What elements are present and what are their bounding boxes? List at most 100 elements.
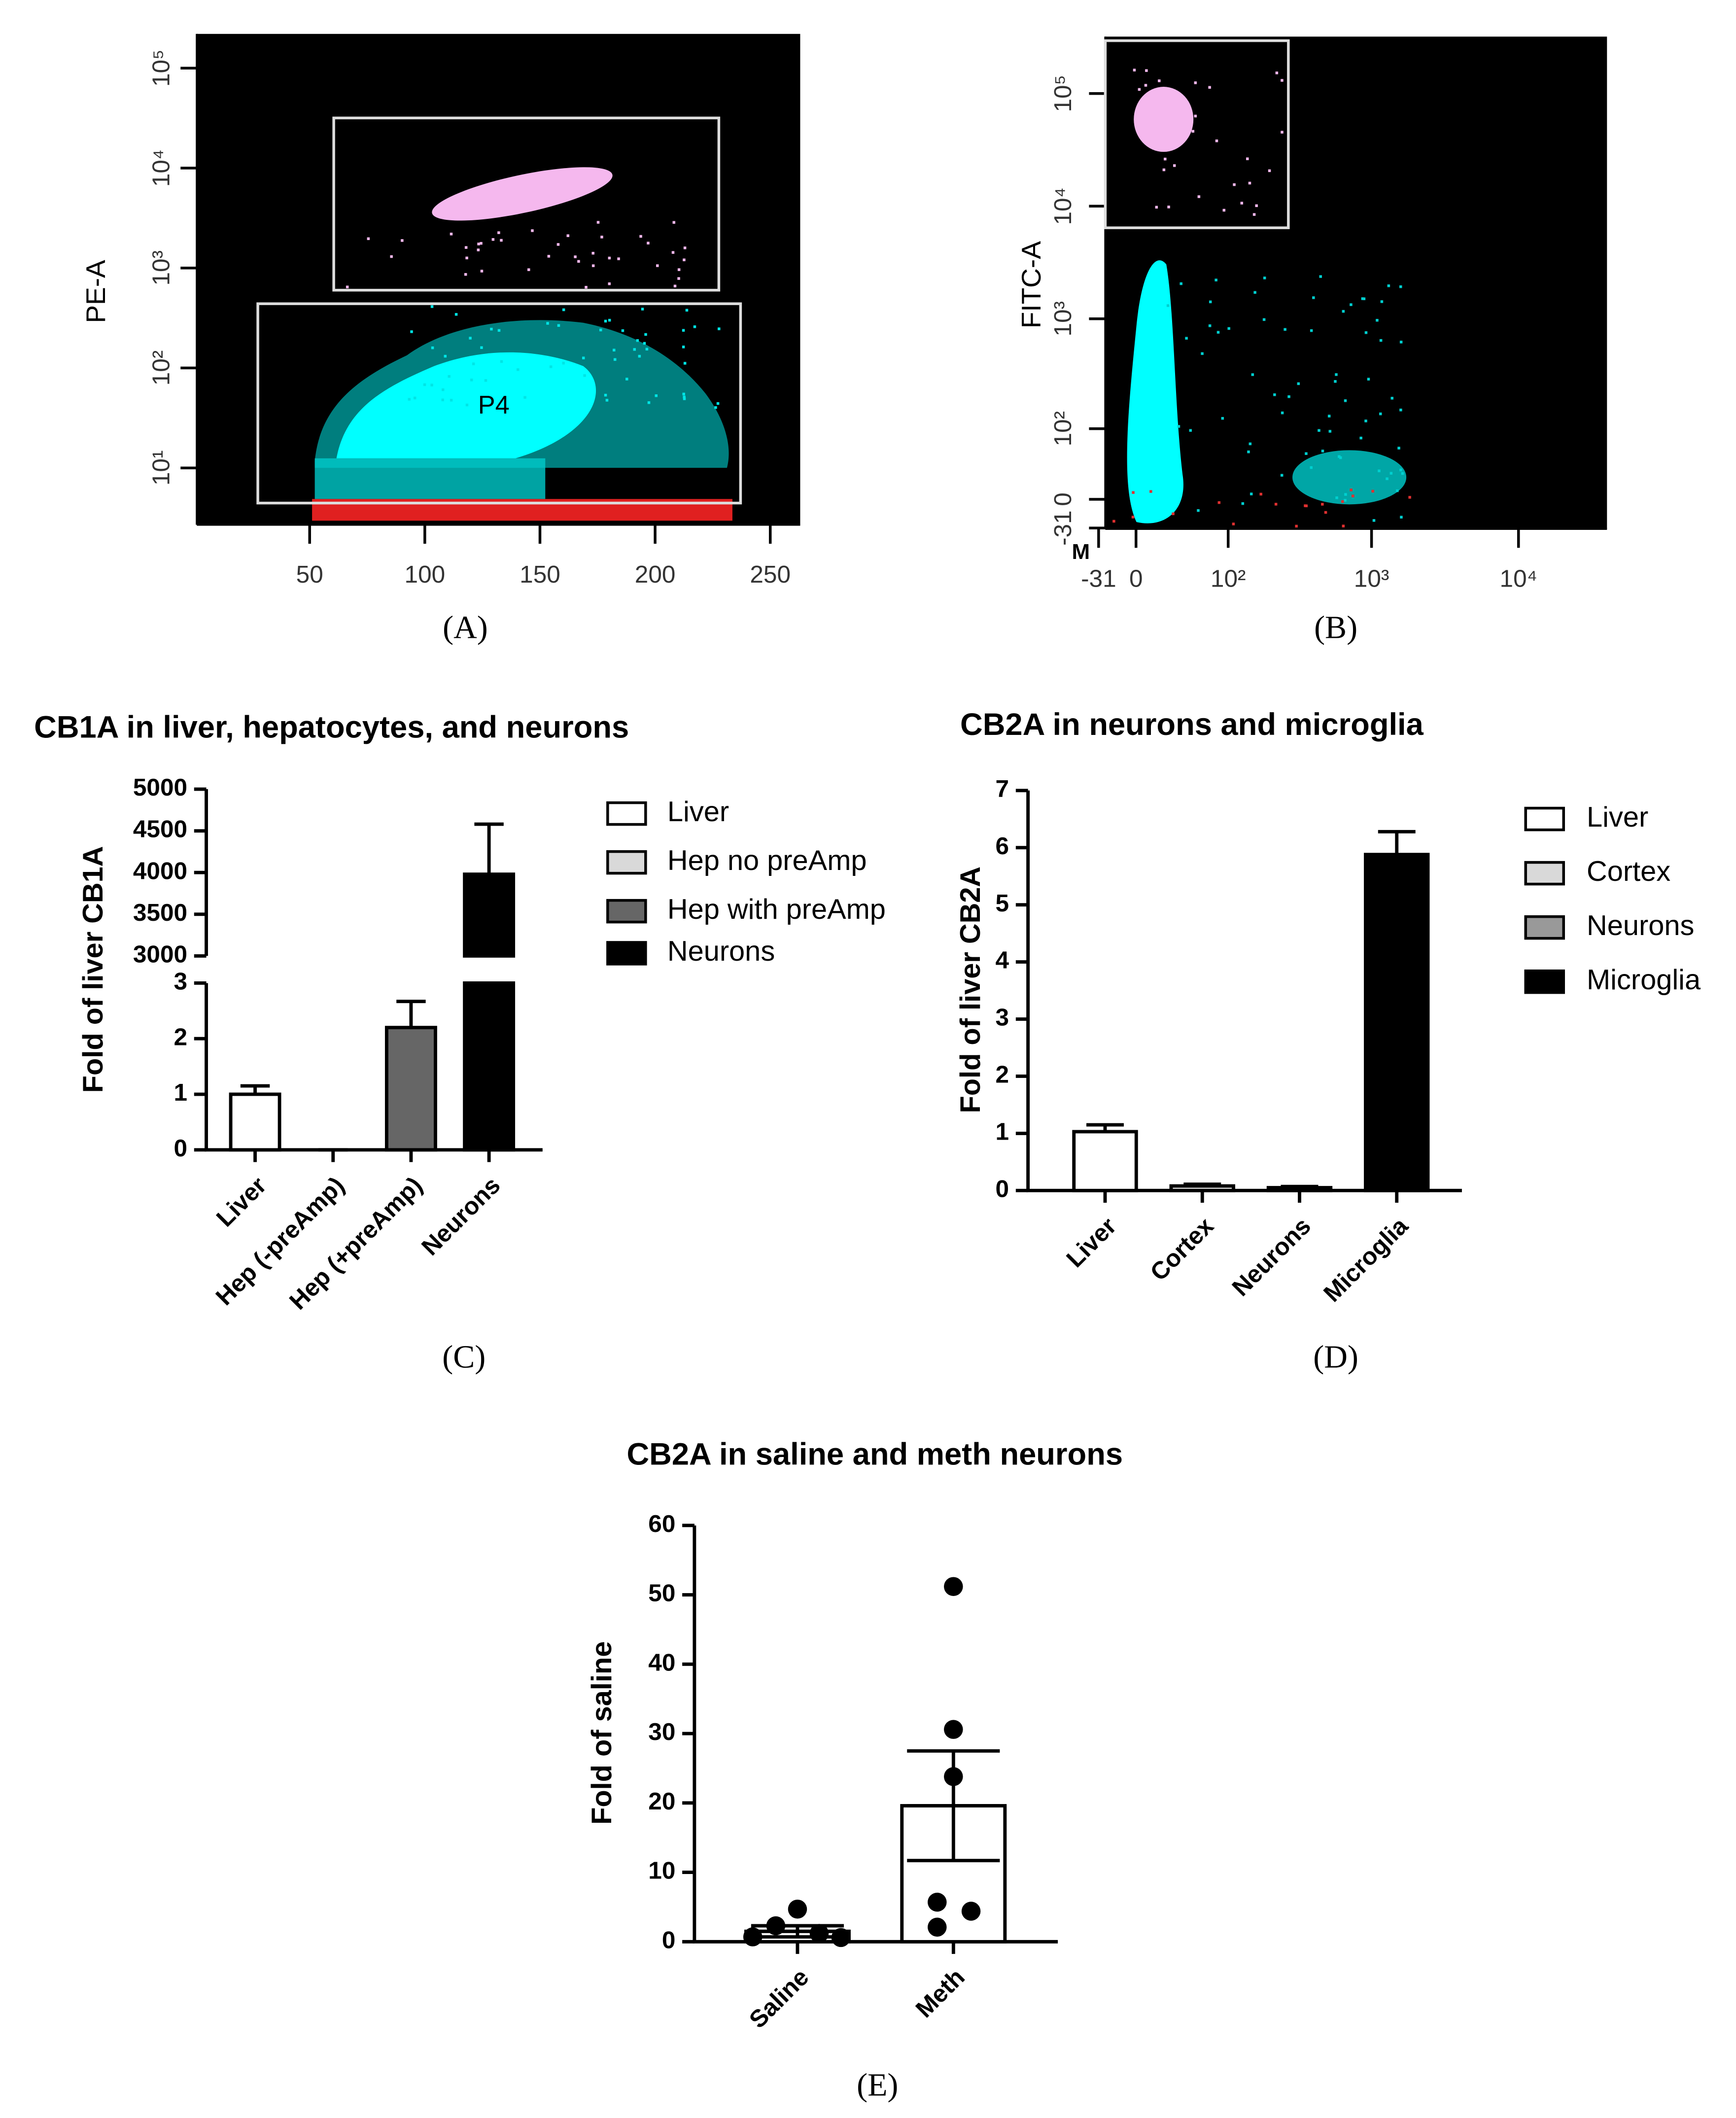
event-dot bbox=[1133, 69, 1136, 71]
panel-label: (D) bbox=[1313, 1339, 1358, 1375]
event-dot bbox=[1252, 213, 1256, 216]
event-dot bbox=[401, 239, 404, 242]
legend-swatch bbox=[1524, 861, 1565, 886]
event-dot bbox=[450, 399, 453, 402]
event-dot bbox=[1138, 88, 1141, 91]
event-dot bbox=[1164, 157, 1167, 161]
event-dot bbox=[1327, 415, 1331, 417]
event-dot bbox=[390, 255, 393, 258]
event-dot bbox=[682, 346, 685, 348]
event-dot bbox=[1335, 496, 1338, 499]
event-dot bbox=[480, 346, 483, 349]
event-dot bbox=[431, 346, 434, 349]
event-dot bbox=[1112, 520, 1115, 523]
event-dot bbox=[1251, 373, 1254, 376]
event-dot bbox=[1339, 456, 1342, 459]
event-dot bbox=[1344, 399, 1347, 402]
event-dot bbox=[613, 358, 617, 361]
x-tick-label: 0 bbox=[1129, 565, 1143, 592]
event-dot bbox=[1149, 490, 1152, 493]
event-dot bbox=[465, 403, 469, 407]
x-tick-label: Liver bbox=[211, 1172, 272, 1232]
event-dot bbox=[465, 256, 468, 260]
event-dot bbox=[1400, 516, 1403, 519]
event-dot bbox=[608, 282, 611, 285]
y-axis-label: Fold of liver CB2A bbox=[955, 867, 986, 1113]
bar bbox=[463, 872, 516, 958]
gate-label: P4 bbox=[478, 391, 510, 419]
event-dot bbox=[636, 339, 639, 342]
y-tick-label: 0 bbox=[1049, 492, 1076, 506]
y-tick-label: 2 bbox=[996, 1061, 1009, 1088]
gate-label: P5 bbox=[1378, 113, 1410, 141]
event-dot bbox=[1172, 512, 1175, 516]
event-dot bbox=[682, 329, 685, 332]
event-dot bbox=[643, 342, 646, 345]
event-dot bbox=[430, 383, 433, 386]
x-tick-label: Meth bbox=[910, 1964, 970, 2023]
panel-label: (C) bbox=[442, 1339, 486, 1375]
data-point bbox=[928, 1917, 947, 1937]
event-dot bbox=[714, 406, 717, 409]
event-dot bbox=[1318, 429, 1320, 432]
gate-label: Neurons bbox=[616, 122, 714, 151]
event-dot bbox=[1350, 303, 1353, 306]
event-dot bbox=[1167, 206, 1170, 208]
event-dot bbox=[491, 238, 495, 241]
event-dot bbox=[1132, 491, 1135, 494]
y-tick-label: 3 bbox=[996, 1004, 1009, 1031]
data-point bbox=[961, 1902, 981, 1921]
x-tick-label: Saline bbox=[744, 1964, 814, 2034]
event-dot bbox=[408, 398, 411, 401]
event-dot bbox=[1351, 494, 1354, 498]
event-dot bbox=[1249, 442, 1252, 446]
event-dot bbox=[605, 399, 609, 402]
event-dot bbox=[1379, 339, 1383, 342]
event-dot bbox=[1304, 504, 1307, 507]
bar bbox=[463, 981, 516, 1152]
event-dot bbox=[470, 379, 473, 382]
y-tick-label: 1 bbox=[996, 1118, 1009, 1145]
event-dot bbox=[1367, 378, 1370, 381]
event-dot bbox=[490, 327, 493, 331]
event-dot bbox=[583, 374, 586, 377]
event-dot bbox=[1166, 304, 1170, 307]
y-tick-label: 6 bbox=[996, 833, 1009, 860]
event-dot bbox=[1274, 503, 1278, 506]
event-dot bbox=[1209, 300, 1212, 304]
event-dot bbox=[1247, 450, 1250, 453]
x-tick-label: 150 bbox=[520, 561, 560, 588]
event-dot bbox=[1378, 469, 1381, 473]
event-dot bbox=[1162, 168, 1166, 172]
event-dot bbox=[1248, 181, 1251, 185]
data-point bbox=[809, 1924, 829, 1943]
event-dot bbox=[1297, 382, 1300, 385]
event-dot bbox=[527, 268, 530, 271]
event-dot bbox=[346, 285, 349, 288]
event-dot bbox=[367, 237, 370, 241]
event-dot bbox=[638, 354, 641, 358]
y-tick-label: 7 bbox=[996, 775, 1009, 802]
event-dot bbox=[1268, 169, 1271, 173]
event-dot bbox=[547, 255, 551, 258]
event-dot bbox=[683, 246, 687, 249]
event-dot bbox=[1312, 296, 1315, 299]
event-dot bbox=[1241, 502, 1245, 505]
event-dot bbox=[717, 327, 721, 330]
event-dot bbox=[1158, 79, 1161, 82]
event-dot bbox=[1334, 380, 1337, 383]
legend-label: Hep no preAmp bbox=[667, 845, 867, 876]
event-dot bbox=[1389, 472, 1393, 475]
event-dot bbox=[1281, 131, 1284, 134]
event-dot bbox=[1284, 328, 1286, 331]
event-dot bbox=[1338, 455, 1341, 458]
event-dot bbox=[1253, 291, 1256, 294]
event-dot bbox=[1161, 87, 1164, 91]
y-tick-label: 10⁵ bbox=[148, 49, 175, 87]
event-dot bbox=[1335, 373, 1338, 376]
event-dot bbox=[1401, 472, 1404, 475]
event-dot bbox=[1342, 524, 1345, 527]
event-dot bbox=[1281, 79, 1284, 82]
